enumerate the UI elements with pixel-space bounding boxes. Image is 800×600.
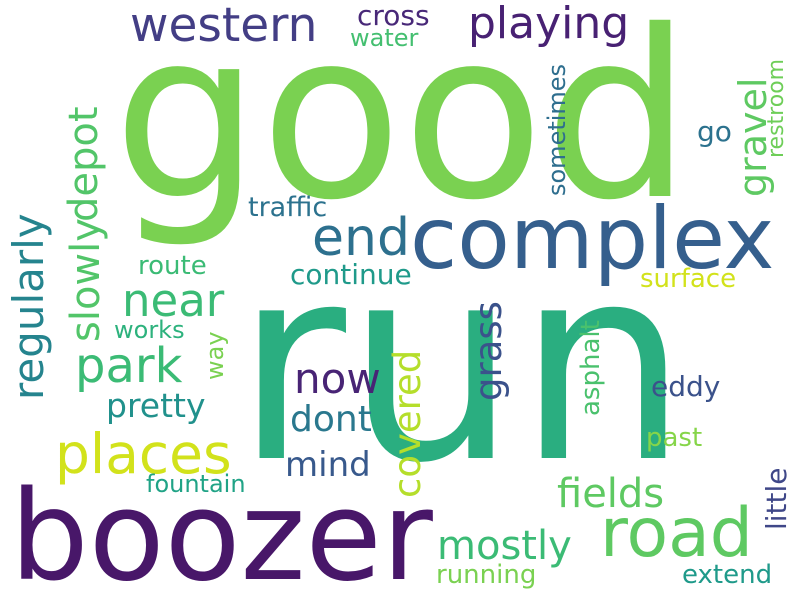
- word-park: park: [75, 338, 183, 394]
- word-regularly: regularly: [4, 213, 53, 400]
- word-road: road: [600, 494, 753, 573]
- word-way: way: [201, 331, 229, 380]
- word-water: water: [350, 24, 419, 52]
- word-western: western: [130, 0, 318, 53]
- word-restroom: restroom: [764, 58, 789, 158]
- word-covered: covered: [386, 349, 429, 498]
- word-route: route: [138, 251, 207, 281]
- word-little: little: [760, 467, 793, 530]
- word-past: past: [646, 423, 703, 453]
- word-extend: extend: [682, 560, 773, 590]
- word-works: works: [114, 316, 185, 344]
- word-eddy: eddy: [651, 370, 721, 403]
- word-fountain: fountain: [146, 470, 246, 498]
- word-playing: playing: [468, 0, 630, 49]
- word-asphalt: asphalt: [576, 320, 606, 416]
- word-good: good: [113, 0, 692, 251]
- word-mind: mind: [285, 445, 371, 485]
- word-boozer: boozer: [10, 465, 433, 600]
- word-go: go: [697, 115, 732, 148]
- word-run: run: [235, 207, 689, 522]
- word-depot: depot: [61, 106, 107, 222]
- word-dont: dont: [290, 399, 372, 440]
- word-now: now: [294, 354, 381, 403]
- word-near: near: [122, 274, 225, 327]
- word-sometimes: sometimes: [543, 63, 571, 196]
- word-end: end: [312, 208, 410, 268]
- word-traffic: traffic: [248, 192, 328, 223]
- word-pretty: pretty: [106, 386, 206, 425]
- word-surface: surface: [640, 264, 737, 294]
- word-mostly: mostly: [437, 523, 572, 569]
- word-grass: grass: [467, 301, 510, 401]
- word-continue: continue: [290, 258, 412, 291]
- word-running: running: [436, 560, 537, 590]
- word-fields: fields: [557, 471, 665, 517]
- word-cross: cross: [357, 0, 430, 32]
- word-places: places: [55, 422, 232, 486]
- word-complex: complex: [410, 189, 775, 289]
- word-slowly: slowly: [63, 218, 109, 342]
